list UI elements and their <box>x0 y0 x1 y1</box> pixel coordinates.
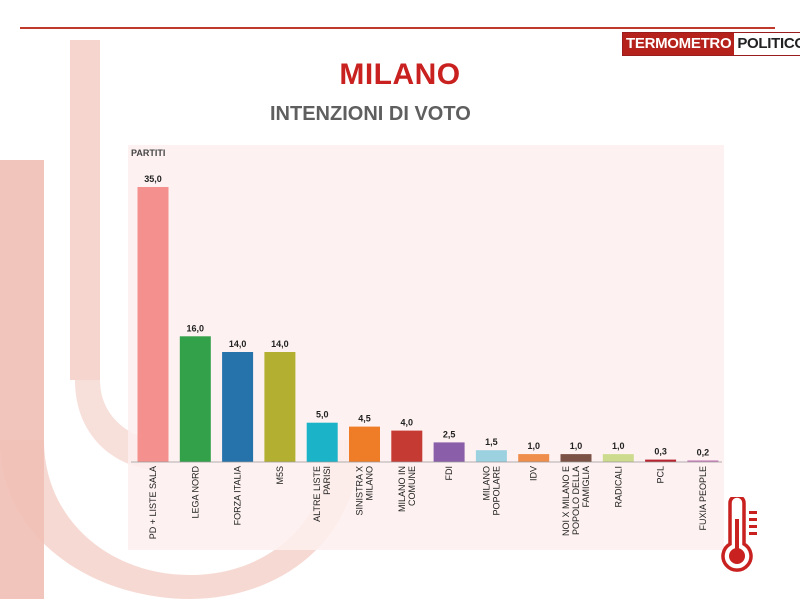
value-label-5: 5,0 <box>316 410 329 420</box>
value-label-13: 0,3 <box>654 447 667 457</box>
bar-2 <box>179 336 211 462</box>
category-label-6: SINISTRA XMILANO <box>355 466 375 516</box>
value-label-11: 1,0 <box>570 441 583 451</box>
bar-12 <box>602 454 634 462</box>
bar-5 <box>306 422 338 462</box>
category-label-5: ALTRE LISTEPARISI <box>312 466 332 522</box>
value-label-9: 1,5 <box>485 437 498 447</box>
bar-11 <box>560 454 592 462</box>
category-label-7: MILANO INCOMUNE <box>397 466 417 512</box>
bar-1 <box>137 187 169 462</box>
category-label-11: NOI X MILANO EPOPOLO DELLAFAMIGLIA <box>561 466 591 536</box>
bar-13 <box>645 459 677 462</box>
category-label-1: PD + LISTE SALA <box>148 466 158 539</box>
bar-4 <box>264 352 296 462</box>
category-label-9: MILANOPOPOLARE <box>481 466 501 516</box>
value-label-4: 14,0 <box>271 339 289 349</box>
page-subtitle: INTENZIONI DI VOTO <box>270 103 471 125</box>
header-divider <box>20 27 775 29</box>
category-label-8: FDI <box>444 466 454 481</box>
page-title: MILANO <box>339 58 461 91</box>
bar-6 <box>349 426 380 462</box>
value-label-8: 2,5 <box>443 429 456 439</box>
category-label-12: RADICALI <box>613 466 623 508</box>
category-label-10: IDV <box>529 466 539 481</box>
category-label-14: FUXIA PEOPLE <box>698 466 708 531</box>
value-label-7: 4,0 <box>401 418 414 428</box>
bar-9 <box>475 450 507 462</box>
brand-logo: TERMOMETRO POLITICO <box>622 32 800 56</box>
chart-axis-title: PARTITI <box>131 148 166 158</box>
value-label-10: 1,0 <box>527 441 540 451</box>
chart-area <box>128 145 724 550</box>
value-label-1: 35,0 <box>144 174 162 184</box>
category-label-3: FORZA ITALIA <box>233 466 243 525</box>
brand-logo-part1: TERMOMETRO <box>623 33 735 55</box>
category-label-2: LEGA NORD <box>190 466 200 519</box>
value-label-6: 4,5 <box>358 414 371 424</box>
value-label-2: 16,0 <box>187 323 205 333</box>
bar-14 <box>687 460 719 462</box>
value-label-14: 0,2 <box>697 447 710 457</box>
bar-8 <box>433 442 465 462</box>
category-label-13: PCL <box>656 466 666 484</box>
bar-10 <box>518 454 550 462</box>
thermometer-icon <box>721 497 757 572</box>
category-label-4: M5S <box>275 466 285 485</box>
brand-logo-part2: POLITICO <box>734 33 800 55</box>
bar-7 <box>391 430 423 462</box>
bar-3 <box>222 352 254 462</box>
value-label-12: 1,0 <box>612 441 625 451</box>
value-label-3: 14,0 <box>229 339 247 349</box>
